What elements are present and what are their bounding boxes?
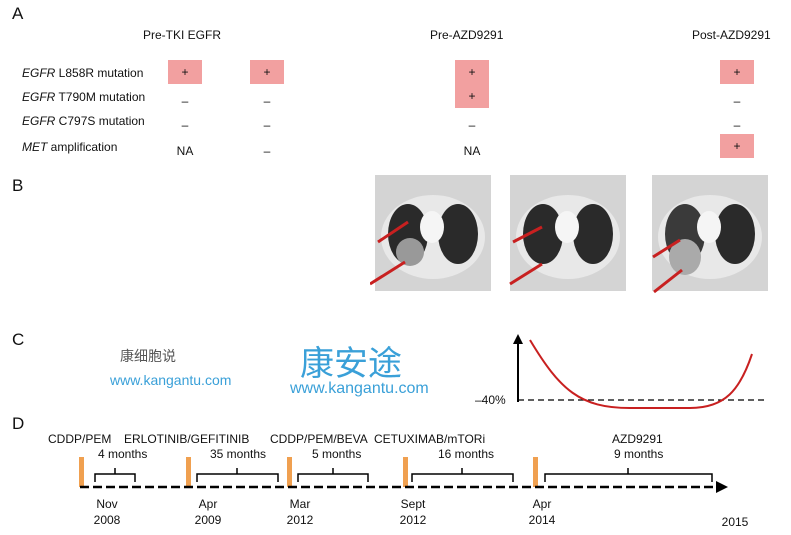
arrow-1b bbox=[370, 260, 406, 286]
start-marker-1 bbox=[79, 457, 84, 487]
duration-3: 5 months bbox=[312, 447, 362, 461]
timeline-date: Sept 2012 bbox=[388, 497, 438, 527]
arrow-2b bbox=[509, 262, 543, 286]
treatment-5: AZD9291 bbox=[612, 432, 663, 446]
date-year: 2015 bbox=[721, 515, 749, 529]
date-year: 2012 bbox=[286, 513, 314, 527]
duration-2: 35 months bbox=[210, 447, 267, 461]
result-cell: – bbox=[263, 144, 271, 158]
row-label: EGFR T790M mutation bbox=[22, 90, 145, 104]
timeline-arrow bbox=[716, 481, 728, 493]
positive-cell: + bbox=[455, 60, 489, 84]
result-cell: – bbox=[263, 94, 271, 108]
timeline-date: Mar 2012 bbox=[275, 497, 325, 527]
threshold-label: –40% bbox=[475, 393, 506, 407]
duration-1: 4 months bbox=[98, 447, 148, 461]
row-label: EGFR C797S mutation bbox=[22, 114, 145, 128]
date-year: 2009 bbox=[194, 513, 222, 527]
y-axis-arrow bbox=[513, 334, 523, 344]
result-cell: NA bbox=[463, 144, 481, 158]
result-cell: – bbox=[468, 118, 476, 132]
result-cell: – bbox=[733, 118, 741, 132]
row-label: MET amplification bbox=[22, 140, 117, 154]
treatment-1: CDDP/PEM bbox=[48, 432, 112, 446]
start-marker-4 bbox=[403, 457, 408, 487]
panel-a-label: A bbox=[12, 4, 24, 23]
date-year: 2008 bbox=[93, 513, 121, 527]
gene-name: EGFR bbox=[22, 114, 56, 128]
response-curve bbox=[513, 334, 768, 409]
treatment-2: ERLOTINIB/GEFITINIB bbox=[124, 432, 250, 446]
result-cell: – bbox=[733, 94, 741, 108]
date-year: 2014 bbox=[528, 513, 556, 527]
positive-cell: + bbox=[250, 60, 284, 84]
arrow-3b bbox=[653, 268, 683, 294]
treatment-4: CETUXIMAB/mTORi bbox=[374, 432, 486, 446]
gene-name: EGFR bbox=[22, 66, 56, 80]
arrow-2a bbox=[512, 225, 543, 244]
ct-scans bbox=[370, 175, 768, 294]
alteration: C797S mutation bbox=[55, 114, 145, 128]
timeline-date: Apr 2009 bbox=[183, 497, 233, 527]
timeline bbox=[79, 457, 728, 493]
gene-name: MET bbox=[22, 140, 48, 154]
timeline-date: Nov 2008 bbox=[82, 497, 132, 527]
date-month: Nov bbox=[96, 497, 118, 511]
start-marker-3 bbox=[287, 457, 292, 487]
timeline-date: Apr 2014 bbox=[517, 497, 567, 527]
start-marker-5 bbox=[533, 457, 538, 487]
gene-name: EGFR bbox=[22, 90, 56, 104]
date-month: Apr bbox=[198, 497, 218, 511]
duration-braces bbox=[94, 468, 713, 482]
ct-scan-1 bbox=[370, 175, 491, 291]
ct-scan-2 bbox=[509, 175, 626, 291]
positive-cell: + bbox=[168, 60, 202, 84]
date-month: Sept bbox=[400, 497, 426, 511]
positive-cell: + bbox=[455, 84, 489, 108]
date-month: Apr bbox=[532, 497, 552, 511]
result-cell: NA bbox=[176, 144, 194, 158]
watermark-url: www.kangantu.com bbox=[290, 380, 429, 397]
date-month: Mar bbox=[289, 497, 311, 511]
start-marker-2 bbox=[186, 457, 191, 487]
arrow-1a bbox=[377, 220, 409, 244]
result-cell: – bbox=[181, 94, 189, 108]
panel-d-label: D bbox=[12, 414, 25, 433]
duration-5: 9 months bbox=[614, 447, 664, 461]
watermark-text: 康细胞说 bbox=[120, 348, 176, 364]
panel-c-label: C bbox=[12, 330, 25, 349]
panel-b-label: B bbox=[12, 176, 24, 195]
column-pre-tki: Pre-TKI EGFR bbox=[143, 28, 222, 42]
positive-cell: + bbox=[720, 60, 754, 84]
treatment-3: CDDP/PEM/BEVA bbox=[270, 432, 368, 446]
duration-4: 16 months bbox=[438, 447, 495, 461]
result-cell: – bbox=[181, 118, 189, 132]
alteration: L858R mutation bbox=[55, 66, 144, 80]
arrow-3a bbox=[652, 238, 681, 259]
watermark-url-2: www.kangantu.com bbox=[110, 372, 232, 388]
timeline-date: 2015 bbox=[710, 497, 760, 529]
watermark-logo: 康安途 bbox=[300, 345, 402, 383]
date-year: 2012 bbox=[399, 513, 427, 527]
ct-scan-3 bbox=[652, 175, 768, 294]
result-cell: – bbox=[263, 118, 271, 132]
alteration: T790M mutation bbox=[55, 90, 146, 104]
alteration: amplification bbox=[47, 140, 118, 154]
column-post-azd: Post-AZD9291 bbox=[692, 28, 771, 42]
tumor-size-curve bbox=[529, 339, 753, 409]
positive-cell: + bbox=[720, 134, 754, 158]
column-pre-azd: Pre-AZD9291 bbox=[430, 28, 504, 42]
row-label: EGFR L858R mutation bbox=[22, 66, 143, 80]
